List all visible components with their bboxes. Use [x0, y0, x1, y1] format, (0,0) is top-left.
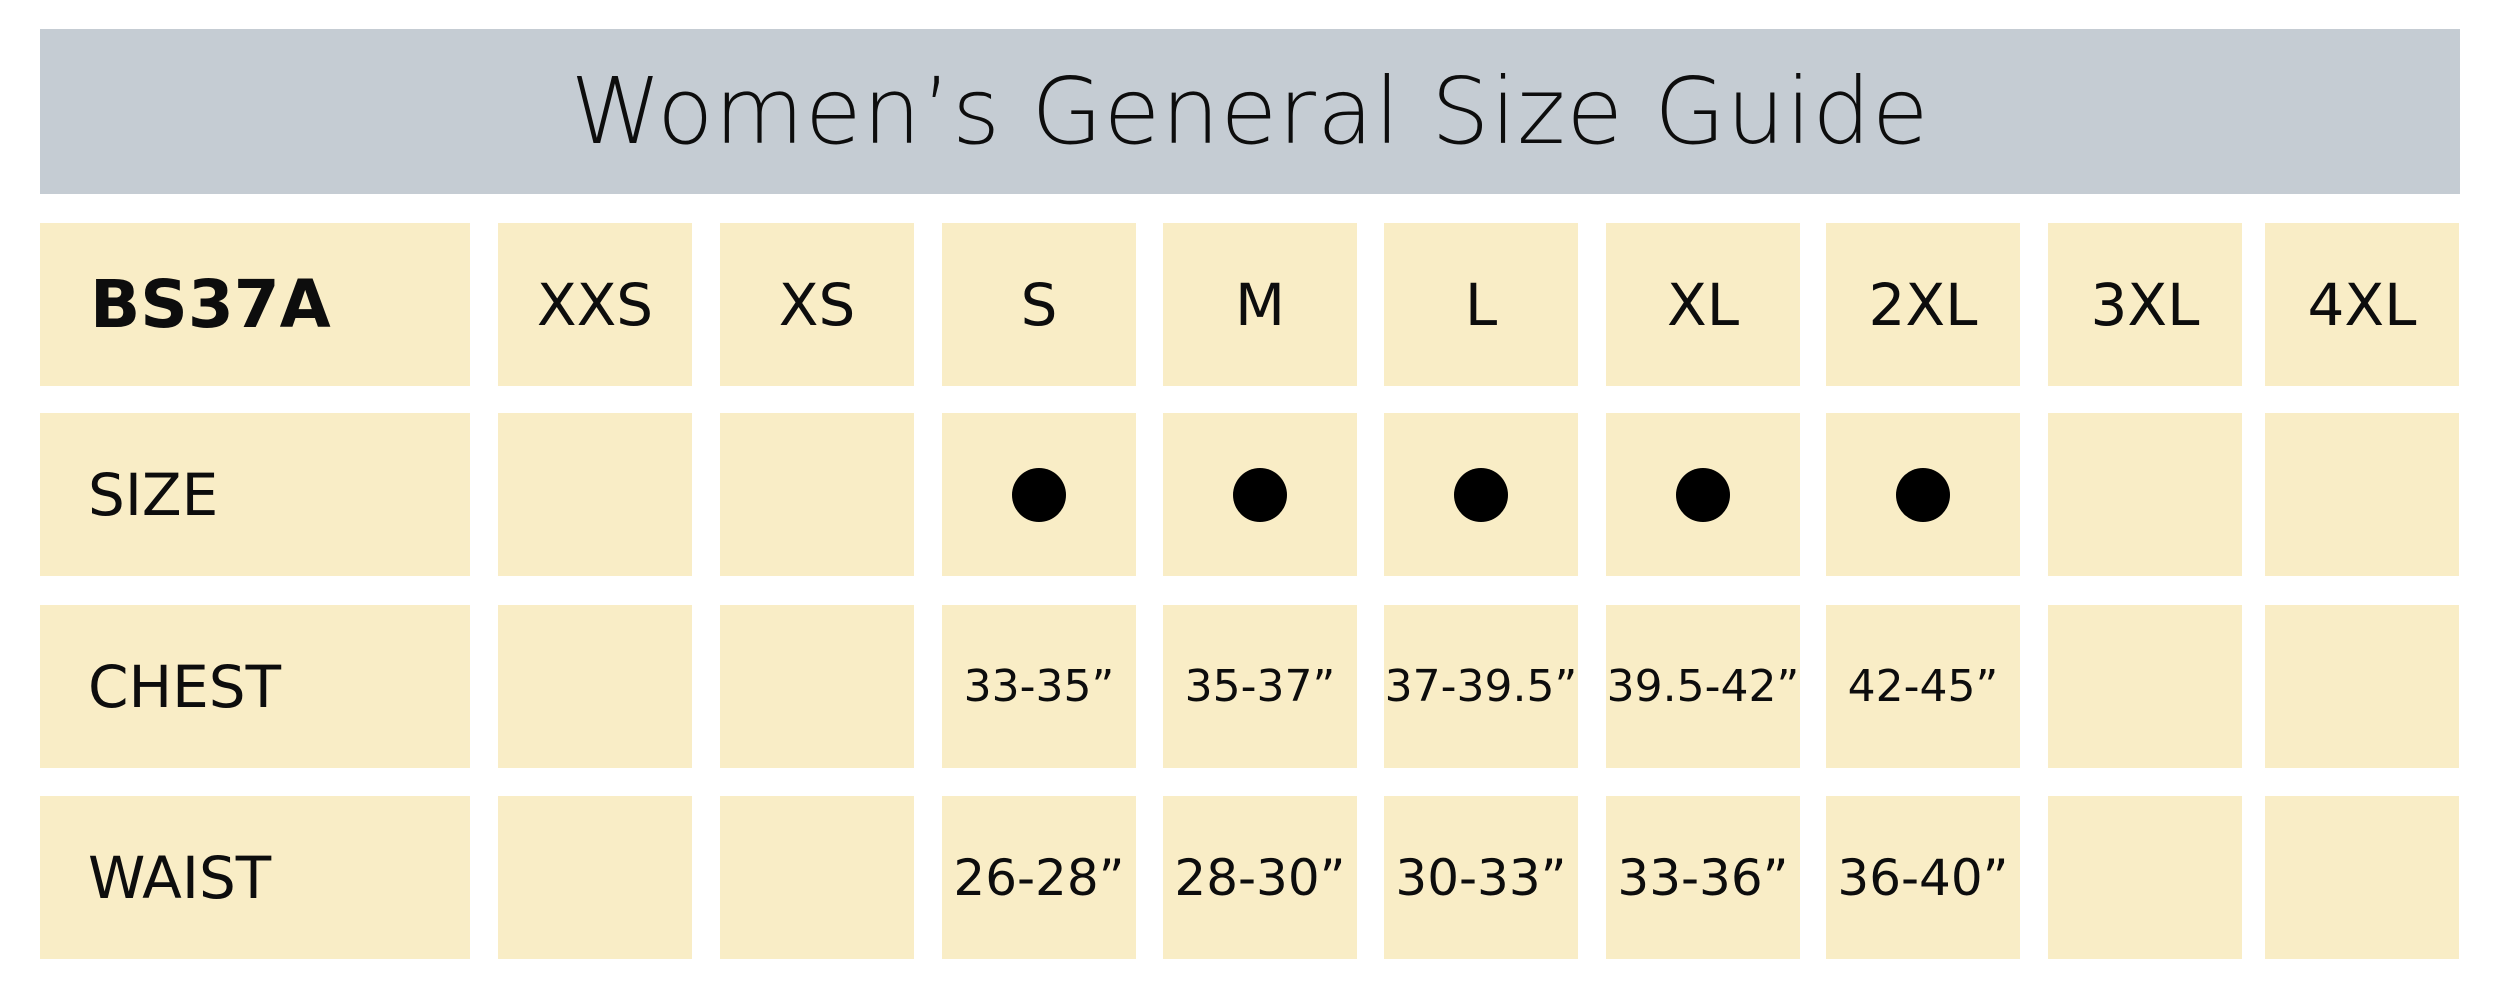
size-cell-xl [1606, 413, 1800, 576]
filled-circle-icon [1896, 467, 1950, 522]
product-code: BS37A [40, 223, 470, 386]
row-label-waist: WAIST [40, 796, 470, 959]
size-header-xxs: XXS [498, 223, 692, 386]
size-header-xs: XS [720, 223, 914, 386]
title-band: Women’s General Size Guide [40, 29, 2460, 194]
size-cell-xxs [498, 413, 692, 576]
size-header-m: M [1163, 223, 1357, 386]
waist-cell-3xl [2048, 796, 2242, 959]
row-label-size: SIZE [40, 413, 470, 576]
filled-circle-icon [1233, 467, 1287, 522]
filled-circle-icon [1012, 467, 1066, 522]
chest-cell-s: 33-35” [942, 605, 1136, 768]
chest-cell-2xl: 42-45” [1826, 605, 2020, 768]
chest-cell-3xl [2048, 605, 2242, 768]
chest-cell-4xl [2265, 605, 2459, 768]
chest-cell-xxs [498, 605, 692, 768]
filled-circle-icon [1676, 467, 1730, 522]
row-label-chest: CHEST [40, 605, 470, 768]
waist-cell-xs [720, 796, 914, 959]
size-header-4xl: 4XL [2265, 223, 2459, 386]
chest-cell-xs [720, 605, 914, 768]
waist-cell-4xl [2265, 796, 2459, 959]
waist-cell-s: 26-28” [942, 796, 1136, 959]
size-cell-l [1384, 413, 1578, 576]
size-cell-s [942, 413, 1136, 576]
chest-cell-l: 37-39.5” [1384, 605, 1578, 768]
filled-circle-icon [1454, 467, 1508, 522]
size-cell-m [1163, 413, 1357, 576]
size-header-2xl: 2XL [1826, 223, 2020, 386]
page-title: Women’s General Size Guide [570, 58, 1930, 165]
size-cell-4xl [2265, 413, 2459, 576]
size-cell-3xl [2048, 413, 2242, 576]
size-header-xl: XL [1606, 223, 1800, 386]
size-cell-2xl [1826, 413, 2020, 576]
chest-cell-m: 35-37” [1163, 605, 1357, 768]
waist-cell-xxs [498, 796, 692, 959]
chest-cell-xl: 39.5-42” [1606, 605, 1800, 768]
waist-cell-m: 28-30” [1163, 796, 1357, 959]
waist-cell-l: 30-33” [1384, 796, 1578, 959]
size-header-s: S [942, 223, 1136, 386]
waist-cell-2xl: 36-40” [1826, 796, 2020, 959]
size-header-3xl: 3XL [2048, 223, 2242, 386]
waist-cell-xl: 33-36” [1606, 796, 1800, 959]
size-header-l: L [1384, 223, 1578, 386]
size-cell-xs [720, 413, 914, 576]
